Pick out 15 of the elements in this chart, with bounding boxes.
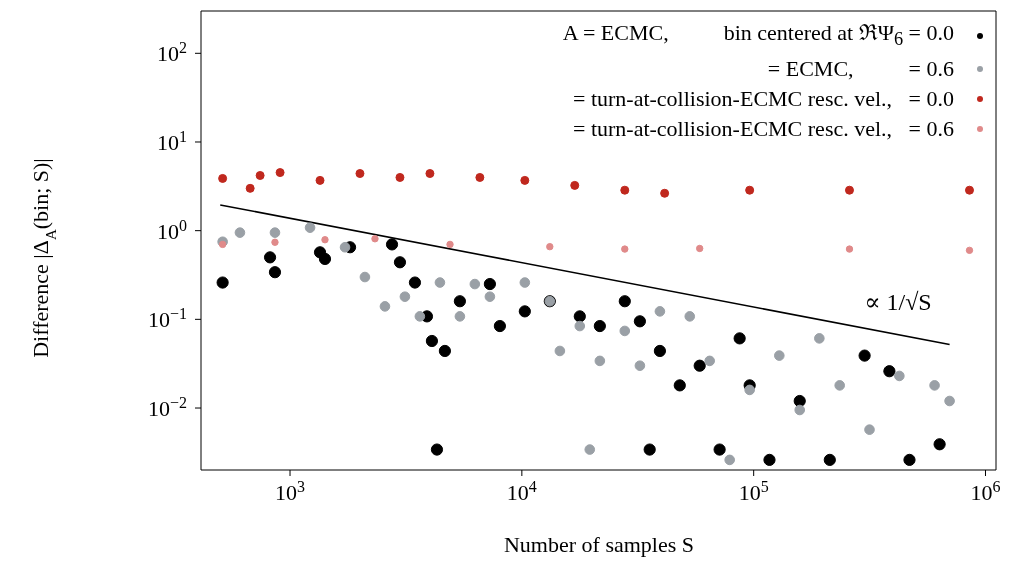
y-tick-label: 10$^{0}$ [157,216,187,244]
x-tick-label: 10$^{5}$ [738,477,769,505]
legend-label: = turn-at-collision-ECMC resc. vel., = 0.6 [572,115,954,144]
x-axis-title: Number of samples S [503,532,695,557]
y-tick-label: 10$^{2}$ [157,38,187,67]
annotation: ∝ 1/√S [864,289,932,315]
y-tick-label: 10$^{−1}$ [147,304,187,333]
legend-label: A = ECMC, bin centered at ℜΨ$_{6}$ = 0.0 [562,19,954,52]
x-tick-label: 10$^{6}$ [970,477,1001,505]
legend-label: = turn-at-collision-ECMC resc. vel., = 0.0 [572,85,954,114]
x-tick-label: 10$^{4}$ [506,477,537,505]
y-tick-label: 10$^{1}$ [157,127,187,155]
legend-label: = ECMC, = 0.6 [767,55,954,84]
y-tick-label: 10$^{−2}$ [147,393,187,422]
x-tick-label: 10$^{3}$ [275,477,306,505]
